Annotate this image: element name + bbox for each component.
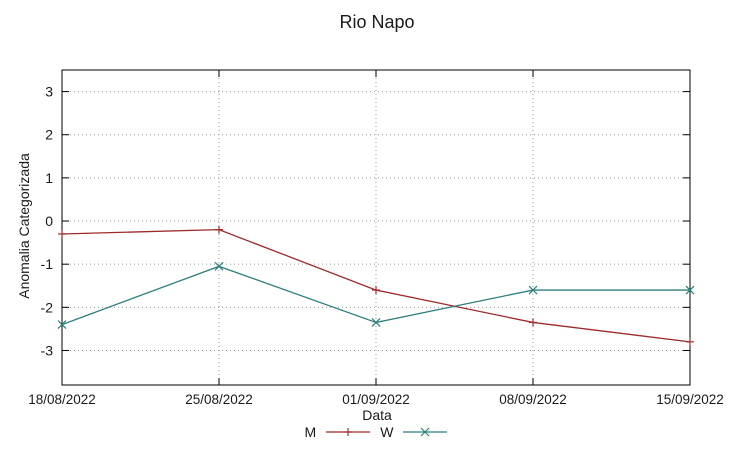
svg-text:-2: -2: [41, 299, 54, 315]
chart-title: Rio Napo: [339, 12, 415, 32]
x-axis-label: Data: [362, 407, 392, 423]
svg-text:-3: -3: [41, 342, 54, 358]
svg-text:3: 3: [45, 84, 53, 100]
svg-text:0: 0: [45, 213, 53, 229]
svg-text:08/09/2022: 08/09/2022: [499, 392, 567, 407]
svg-text:18/08/2022: 18/08/2022: [28, 392, 96, 407]
svg-text:1: 1: [45, 170, 53, 186]
svg-text:01/09/2022: 01/09/2022: [342, 392, 410, 407]
svg-text:-1: -1: [41, 256, 54, 272]
svg-text:2: 2: [45, 127, 53, 143]
legend-label-w: W: [380, 424, 394, 440]
legend-sample-m-icon: [326, 428, 371, 436]
legend: M W: [62, 425, 692, 439]
svg-text:25/08/2022: 25/08/2022: [185, 392, 253, 407]
legend-sample-w-icon: [403, 427, 448, 437]
svg-text:15/09/2022: 15/09/2022: [656, 392, 724, 407]
legend-label-m: M: [304, 424, 317, 440]
